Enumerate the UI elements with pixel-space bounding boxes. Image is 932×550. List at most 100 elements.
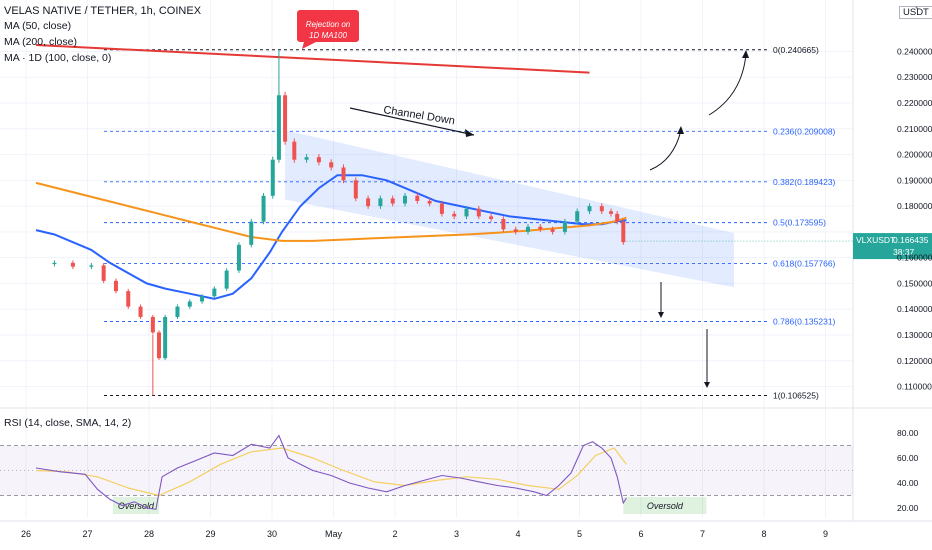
price-tick-label: 0.110000 xyxy=(897,382,932,392)
channel-arrow-head xyxy=(465,129,474,137)
candle-body xyxy=(52,262,57,265)
candle-body xyxy=(224,270,229,289)
candle-body xyxy=(550,229,555,232)
time-tick-label: 26 xyxy=(21,529,31,539)
candle-body xyxy=(261,195,266,222)
candle-body xyxy=(538,226,543,230)
chart-title: VELAS NATIVE / TETHER, 1h, COINEX xyxy=(4,5,202,17)
candle-body xyxy=(415,195,420,201)
price-tag-countdown: 38:37 xyxy=(893,247,915,257)
oversold-box[interactable] xyxy=(623,497,707,514)
oversold-label: Oversold xyxy=(118,501,155,511)
channel-down-area[interactable] xyxy=(285,130,735,288)
alert-bell-icon[interactable]: ◔ xyxy=(913,3,919,13)
fib-level-label: 0.618(0.157766) xyxy=(773,258,836,268)
candle-body xyxy=(249,221,254,245)
ma50-line[interactable] xyxy=(35,174,627,300)
candle-body xyxy=(89,265,94,267)
candle-body xyxy=(587,206,592,212)
oversold-label: Oversold xyxy=(647,501,684,511)
candle-body xyxy=(615,213,620,222)
candle-body xyxy=(270,159,275,196)
rejection-callout[interactable] xyxy=(297,10,359,49)
rejection-text-line2: 1D MA100 xyxy=(309,31,347,40)
candle-body xyxy=(489,216,494,219)
price-tick-label: 0.190000 xyxy=(897,175,932,185)
price-tag-symbol: VLXUSDT xyxy=(856,235,895,245)
price-tick-label: 0.200000 xyxy=(897,150,932,160)
candle-body xyxy=(513,229,518,232)
rsi-ma-line[interactable] xyxy=(35,447,627,497)
candle-body xyxy=(157,332,161,359)
candle-body xyxy=(378,198,383,207)
time-tick-label: 2 xyxy=(392,529,397,539)
price-tick-label: 0.120000 xyxy=(897,356,932,366)
rejection-text-line1: Rejection on xyxy=(306,20,351,29)
candle-body xyxy=(126,291,131,307)
candle-body xyxy=(439,203,444,214)
time-tick-label: 30 xyxy=(267,529,277,539)
candle-body xyxy=(562,221,567,232)
price-tag[interactable] xyxy=(853,233,932,260)
candle-body xyxy=(609,211,614,214)
fib-level-label: 1(0.106525) xyxy=(773,390,819,400)
fib-level-label: 0.5(0.173595) xyxy=(773,218,826,228)
bear-arrow-2-head xyxy=(704,382,710,388)
legend-ma200[interactable]: MA (200, close) xyxy=(4,36,77,48)
price-tag-value: 0.166435 xyxy=(893,235,929,245)
candle-body xyxy=(501,219,506,230)
candle-body xyxy=(427,200,432,204)
candle-body xyxy=(236,244,241,271)
legend-rsi[interactable]: RSI (14, close, SMA, 14, 2) xyxy=(4,417,132,429)
fib-level-label: 0(0.240665) xyxy=(773,45,819,55)
legend-ma50[interactable]: MA (50, close) xyxy=(4,20,72,32)
candle-body xyxy=(452,213,457,217)
price-tick-label: 0.240000 xyxy=(897,46,932,56)
oversold-box[interactable] xyxy=(112,497,159,514)
time-tick-label: 9 xyxy=(823,529,828,539)
time-tick-label: 5 xyxy=(577,529,582,539)
price-tick-label: 0.140000 xyxy=(897,304,932,314)
candle-body xyxy=(101,265,106,281)
candle-body xyxy=(390,198,395,204)
channel-arrow-line xyxy=(349,107,475,136)
time-tick-label: 27 xyxy=(82,529,92,539)
candle-body xyxy=(621,221,626,243)
rsi-tick-label: 20.00 xyxy=(897,503,919,513)
candle-body xyxy=(292,141,297,160)
price-tick-label: 0.150000 xyxy=(897,278,932,288)
time-tick-label: 29 xyxy=(205,529,215,539)
candle-body xyxy=(113,280,118,292)
bull-arrow-2-head xyxy=(742,50,749,58)
time-tick-label: 8 xyxy=(761,529,766,539)
price-tick-label: 0.160000 xyxy=(897,253,932,263)
time-tick-label: 3 xyxy=(454,529,459,539)
candle-body xyxy=(316,157,321,163)
ma100-1d-line[interactable] xyxy=(35,44,590,74)
candle-body xyxy=(329,162,334,168)
rsi-line[interactable] xyxy=(35,434,627,510)
candle-body xyxy=(575,211,580,222)
rsi-tick-label: 80.00 xyxy=(897,428,919,438)
legend-ma100-1d[interactable]: MA · 1D (100, close, 0) xyxy=(4,52,112,64)
bull-arrow-2 xyxy=(708,53,747,116)
price-tick-label: 0.130000 xyxy=(897,330,932,340)
price-tick-label: 0.210000 xyxy=(897,124,932,134)
candle-body xyxy=(200,296,205,302)
time-tick-label: May xyxy=(325,529,343,539)
candle-body xyxy=(187,301,192,307)
candle-body xyxy=(341,167,346,181)
candle-body xyxy=(366,198,371,207)
ma200-line[interactable] xyxy=(35,181,627,242)
candle-body xyxy=(212,288,217,297)
bull-arrow-1-head xyxy=(677,126,684,134)
candle-body xyxy=(526,226,530,232)
candle-body xyxy=(304,157,309,160)
bull-arrow-1 xyxy=(649,129,682,171)
bear-arrow-1-head xyxy=(658,312,664,318)
candle-body xyxy=(150,316,155,333)
price-tick-label: 0.220000 xyxy=(897,98,932,108)
